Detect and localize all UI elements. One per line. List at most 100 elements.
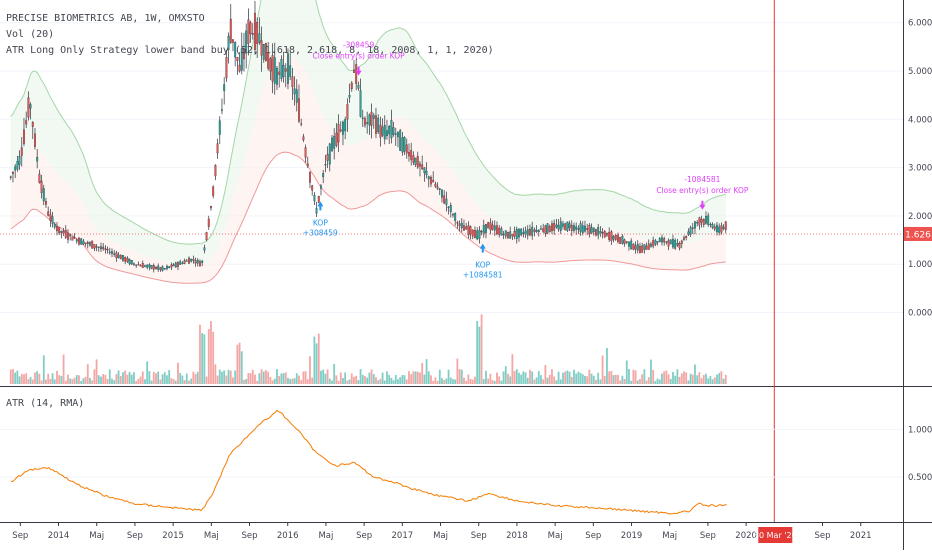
candle-body	[12, 171, 14, 174]
volume-bar	[141, 371, 144, 384]
time-tick-label: Sep	[356, 531, 372, 541]
candle-body	[445, 198, 448, 205]
candle-body	[372, 115, 375, 119]
candle-body	[227, 36, 230, 51]
candle-body	[141, 263, 144, 268]
candle-body	[322, 173, 325, 178]
volume-bar	[25, 373, 28, 384]
volume-bar	[588, 369, 591, 384]
candle-body	[430, 176, 432, 185]
candle-body	[520, 228, 523, 236]
volume-bar	[577, 371, 580, 384]
volume-bar	[309, 356, 311, 384]
volume-bar	[401, 375, 404, 384]
volume-bar	[469, 378, 472, 384]
volume-pane	[9, 314, 727, 384]
candle-body	[82, 240, 85, 245]
candle-body	[284, 68, 287, 72]
price-tick-label: 2.000	[908, 212, 932, 222]
volume-bar	[14, 372, 17, 384]
volume-bar	[394, 374, 397, 384]
volume-bar	[84, 376, 87, 384]
candle-body	[698, 217, 701, 226]
volume-bar	[78, 375, 80, 384]
candle-body	[298, 98, 300, 122]
volume-bar	[370, 369, 373, 384]
volume-bar	[641, 374, 644, 384]
candle-body	[592, 227, 595, 233]
candle-body	[49, 214, 52, 221]
volume-bar	[95, 359, 98, 384]
candle-body	[540, 228, 542, 230]
candle-body	[302, 136, 305, 141]
candle-body	[150, 265, 153, 269]
candle-body	[447, 206, 450, 208]
symbol-legend[interactable]: PRECISE BIOMETRICS AB, 1W, OMXSTO	[6, 13, 205, 24]
candle-body	[245, 30, 248, 54]
volume-bar	[174, 380, 177, 384]
candle-body	[304, 147, 307, 158]
volume-bar	[23, 374, 25, 384]
candle-body	[238, 64, 241, 72]
candle-body	[104, 248, 107, 250]
candle-body	[89, 242, 91, 246]
candle-body	[23, 129, 25, 144]
candle-body	[575, 226, 578, 230]
candle-body	[581, 225, 584, 234]
volume-bar	[247, 372, 250, 384]
time-tick-label: 2019	[621, 531, 643, 541]
time-tick-label: 2014	[48, 531, 70, 541]
volume-bar	[625, 360, 628, 384]
candle-body	[207, 218, 210, 227]
volume-bar	[113, 380, 116, 384]
volume-bar	[570, 376, 573, 384]
candle-body	[80, 238, 83, 245]
volume-legend[interactable]: Vol (20)	[6, 29, 55, 40]
volume-bar	[315, 343, 318, 384]
volume-bar	[707, 378, 710, 384]
time-tick-label: 2021	[850, 531, 872, 541]
volume-bar	[223, 370, 226, 384]
candle-body	[324, 164, 327, 166]
volume-bar	[205, 376, 208, 384]
volume-bar	[260, 369, 263, 384]
candle-body	[566, 221, 569, 231]
candle-body	[654, 240, 657, 245]
volume-bar	[166, 375, 168, 384]
volume-bar	[9, 369, 12, 384]
volume-bar	[47, 373, 50, 384]
candle-body	[86, 242, 89, 245]
candle-body	[342, 121, 344, 135]
volume-bar	[511, 354, 514, 384]
volume-bar	[687, 380, 690, 384]
volume-bar	[493, 380, 496, 384]
volume-bar	[333, 363, 336, 384]
volume-bar	[324, 373, 327, 384]
volume-bar	[630, 380, 633, 384]
candle-body	[676, 242, 679, 246]
volume-bar	[507, 373, 509, 384]
volume-bar	[573, 369, 575, 384]
price-tick-label: 0.000	[908, 309, 932, 319]
atr-legend[interactable]: ATR (14, RMA)	[6, 398, 85, 409]
volume-bar	[221, 371, 223, 384]
volume-bar	[526, 377, 529, 384]
volume-bar	[368, 372, 371, 384]
candle-body	[700, 219, 703, 223]
candle-body	[152, 265, 155, 270]
candle-body	[236, 57, 239, 62]
sell-signal-qty: -1084581	[684, 175, 720, 184]
volume-bar	[513, 371, 516, 384]
candle-body	[234, 41, 237, 58]
volume-bar	[159, 379, 162, 384]
candle-body	[463, 225, 465, 231]
candle-body	[315, 208, 318, 214]
strategy-legend[interactable]: ATR Long Only Strategy lower band buy (5…	[6, 45, 494, 56]
candle-body	[278, 71, 281, 75]
volume-bar	[38, 373, 41, 384]
candle-body	[713, 226, 716, 230]
candle-body	[58, 226, 61, 234]
volume-bar	[298, 375, 300, 384]
candle-body	[60, 230, 63, 233]
